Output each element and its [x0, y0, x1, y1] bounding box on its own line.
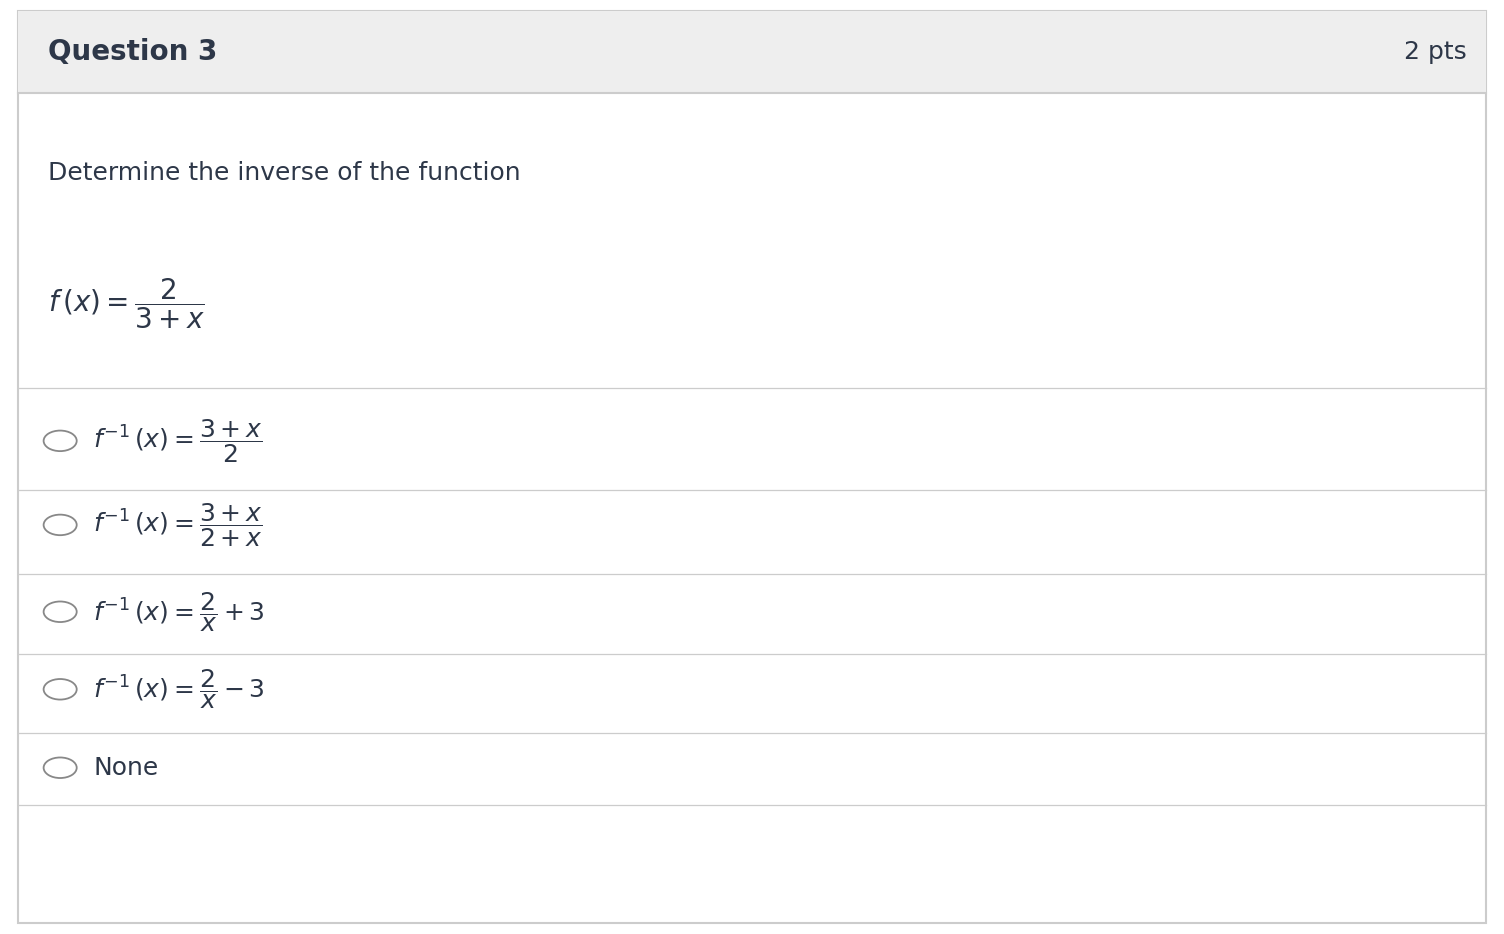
Text: $f\,(x) = \dfrac{2}{3+x}$: $f\,(x) = \dfrac{2}{3+x}$ — [48, 276, 205, 331]
FancyBboxPatch shape — [18, 11, 1486, 93]
Text: $f^{-1}\,(x) = \dfrac{3+x}{2+x}$: $f^{-1}\,(x) = \dfrac{3+x}{2+x}$ — [93, 501, 263, 549]
Text: $f^{-1}\,(x) = \dfrac{2}{x} + 3$: $f^{-1}\,(x) = \dfrac{2}{x} + 3$ — [93, 590, 265, 633]
Text: $f^{-1}\,(x) = \dfrac{3+x}{2}$: $f^{-1}\,(x) = \dfrac{3+x}{2}$ — [93, 417, 263, 465]
Text: $f^{-1}\,(x) = \dfrac{2}{x} - 3$: $f^{-1}\,(x) = \dfrac{2}{x} - 3$ — [93, 668, 265, 711]
Text: 2 pts: 2 pts — [1403, 40, 1466, 64]
Text: Determine the inverse of the function: Determine the inverse of the function — [48, 161, 520, 185]
Text: Question 3: Question 3 — [48, 38, 218, 66]
FancyBboxPatch shape — [18, 11, 1486, 923]
Text: None: None — [93, 756, 158, 780]
